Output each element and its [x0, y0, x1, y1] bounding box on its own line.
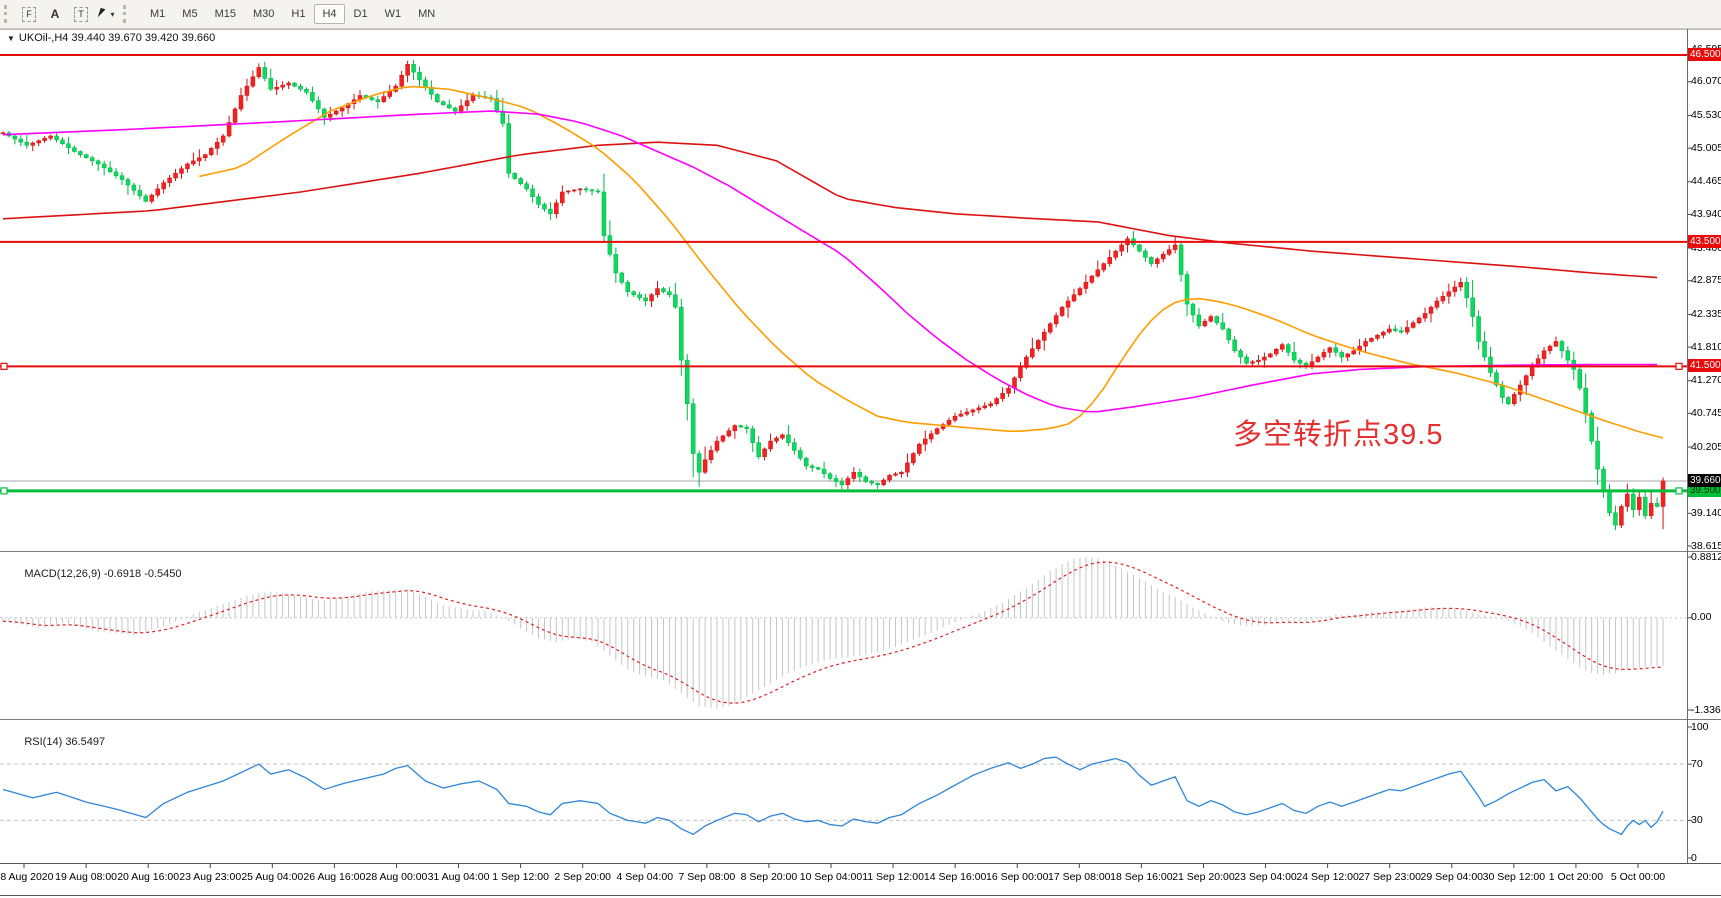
time-axis-tick[interactable]: 7 Sep 08:00 [678, 871, 736, 883]
rsi-axis-tick[interactable]: 30 [1691, 813, 1703, 826]
timeframe-button-d1[interactable]: D1 [353, 8, 368, 20]
timeframe-button-m5[interactable]: M5 [182, 8, 198, 20]
timeframe-button-m1[interactable]: M1 [150, 8, 166, 20]
timeframe-button-m15[interactable]: M15 [214, 8, 236, 20]
current-price-badge: 39.660 [1688, 473, 1721, 487]
time-axis-tick[interactable]: 1 Oct 20:00 [1548, 871, 1604, 883]
timeframe-button-h1[interactable]: H1 [291, 8, 306, 20]
price-axis-tick[interactable]: 46.070 [1691, 75, 1721, 88]
time-axis-tick[interactable]: 18 Aug 2020 [0, 871, 54, 883]
time-axis-tick[interactable]: 20 Aug 16:00 [117, 871, 180, 883]
toolbar-grip-2[interactable] [123, 5, 132, 23]
price-axis-tick[interactable]: 42.875 [1691, 274, 1721, 287]
time-axis-tick[interactable]: 24 Sep 12:00 [1296, 871, 1359, 883]
price-axis-tick[interactable]: 44.465 [1691, 175, 1721, 188]
time-axis-tick[interactable]: 28 Aug 00:00 [365, 871, 428, 883]
price-line-badge: 39.500 [1688, 483, 1721, 497]
time-axis-tick[interactable]: 16 Sep 00:00 [985, 871, 1049, 883]
time-axis-tick[interactable]: 5 Oct 00:00 [1610, 871, 1666, 883]
time-axis-tick[interactable]: 27 Sep 23:00 [1358, 871, 1421, 883]
price-axis-tick[interactable]: 41.810 [1691, 340, 1721, 353]
time-axis-tick[interactable]: 10 Sep 04:00 [799, 871, 863, 883]
time-axis-tick[interactable]: 2 Sep 20:00 [554, 871, 612, 883]
symbol-ohlc-text: UKOil-,H4 39.440 39.670 39.420 39.660 [18, 32, 216, 44]
timeframe-button-w1[interactable]: W1 [384, 8, 402, 20]
arrows-icon[interactable]: ▾ [97, 5, 117, 24]
macd-axis-tick[interactable]: 0.8812 [1691, 550, 1721, 563]
time-axis-tick[interactable]: 17 Sep 08:00 [1048, 871, 1111, 883]
timeframe-button-m30[interactable]: M30 [252, 8, 275, 20]
price-axis-tick[interactable]: 43.940 [1691, 207, 1721, 220]
timeframe-button-h4[interactable]: H4 [314, 4, 345, 24]
time-axis-tick[interactable]: 23 Sep 04:00 [1234, 871, 1297, 883]
time-axis-tick[interactable]: 19 Aug 08:00 [55, 871, 118, 883]
toolbar-grip[interactable] [4, 5, 13, 23]
timeframe-button-mn[interactable]: MN [418, 8, 436, 20]
symbol-title[interactable]: ▼ UKOil-,H4 39.440 39.670 39.420 39.660 [7, 32, 215, 44]
rsi-axis-tick[interactable]: 70 [1691, 757, 1703, 770]
price-axis-tick[interactable]: 45.530 [1691, 108, 1721, 121]
price-axis-tick[interactable]: 42.335 [1691, 307, 1721, 320]
price-axis-tick[interactable]: 40.205 [1691, 440, 1721, 453]
price-line-badge: 43.500 [1688, 234, 1721, 248]
text-icon[interactable]: A [45, 5, 65, 24]
macd-indicator-label: MACD(12,26,9) -0.6918 -0.5450 [24, 568, 182, 580]
rsi-axis-tick[interactable]: 100 [1691, 720, 1709, 733]
price-line-badge: 46.500 [1688, 48, 1721, 61]
toolbar: F A T ▾ M1 M5 M15 M30 H1 H4 D1 W1 MN [0, 0, 1721, 29]
timeframe-group: M1 M5 M15 M30 H1 H4 D1 W1 MN [142, 4, 443, 24]
dropdown-caret-icon[interactable]: ▾ [110, 9, 115, 19]
time-axis-tick[interactable]: 18 Sep 16:00 [1110, 871, 1173, 883]
time-axis-tick[interactable]: 26 Aug 16:00 [303, 871, 366, 883]
time-axis-tick[interactable]: 1 Sep 12:00 [492, 871, 549, 883]
time-axis-tick[interactable]: 25 Aug 04:00 [241, 871, 304, 883]
time-axis-tick[interactable]: 30 Sep 12:00 [1482, 871, 1546, 883]
time-axis-tick[interactable]: 31 Aug 04:00 [427, 871, 490, 883]
rsi-indicator-label: RSI(14) 36.5497 [24, 736, 106, 748]
time-axis-tick[interactable]: 29 Sep 04:00 [1420, 871, 1484, 883]
price-line-badge: 41.500 [1688, 359, 1721, 373]
price-axis-tick[interactable]: 40.745 [1691, 406, 1721, 419]
time-axis-tick[interactable]: 21 Sep 20:00 [1172, 871, 1235, 883]
price-axis-tick[interactable]: 39.140 [1691, 506, 1721, 519]
price-axis-tick[interactable]: 38.615 [1691, 539, 1721, 552]
macd-axis-tick[interactable]: 0.00 [1691, 611, 1712, 624]
text-label-icon-glyph: T [74, 6, 88, 22]
macd-axis-tick[interactable]: -1.3368 [1691, 703, 1721, 716]
chart-window[interactable]: ▼ UKOil-,H4 39.440 39.670 39.420 39.660 4… [0, 29, 1721, 898]
time-axis-tick[interactable]: 8 Sep 20:00 [740, 871, 798, 883]
text-icon-glyph: A [50, 7, 60, 21]
fibonacci-icon[interactable]: F [19, 5, 39, 24]
time-axis-tick[interactable]: 23 Aug 23:00 [179, 871, 242, 883]
cursor-arrow-icon [98, 7, 110, 21]
chart-canvas[interactable] [0, 29, 1721, 898]
rsi-axis-tick[interactable]: 0 [1691, 851, 1697, 864]
time-axis-tick[interactable]: 4 Sep 04:00 [616, 871, 674, 883]
price-axis-tick[interactable]: 41.270 [1691, 374, 1721, 387]
chart-text-annotation[interactable]: 多空转折点39.5 [1233, 419, 1444, 451]
text-label-icon[interactable]: T [71, 5, 91, 24]
price-axis-tick[interactable]: 45.005 [1691, 141, 1721, 154]
time-axis-tick[interactable]: 11 Sep 12:00 [862, 871, 924, 883]
time-axis-tick[interactable]: 14 Sep 16:00 [923, 871, 987, 883]
chevron-down-icon[interactable]: ▼ [7, 34, 15, 43]
fibonacci-icon-glyph: F [22, 6, 36, 22]
